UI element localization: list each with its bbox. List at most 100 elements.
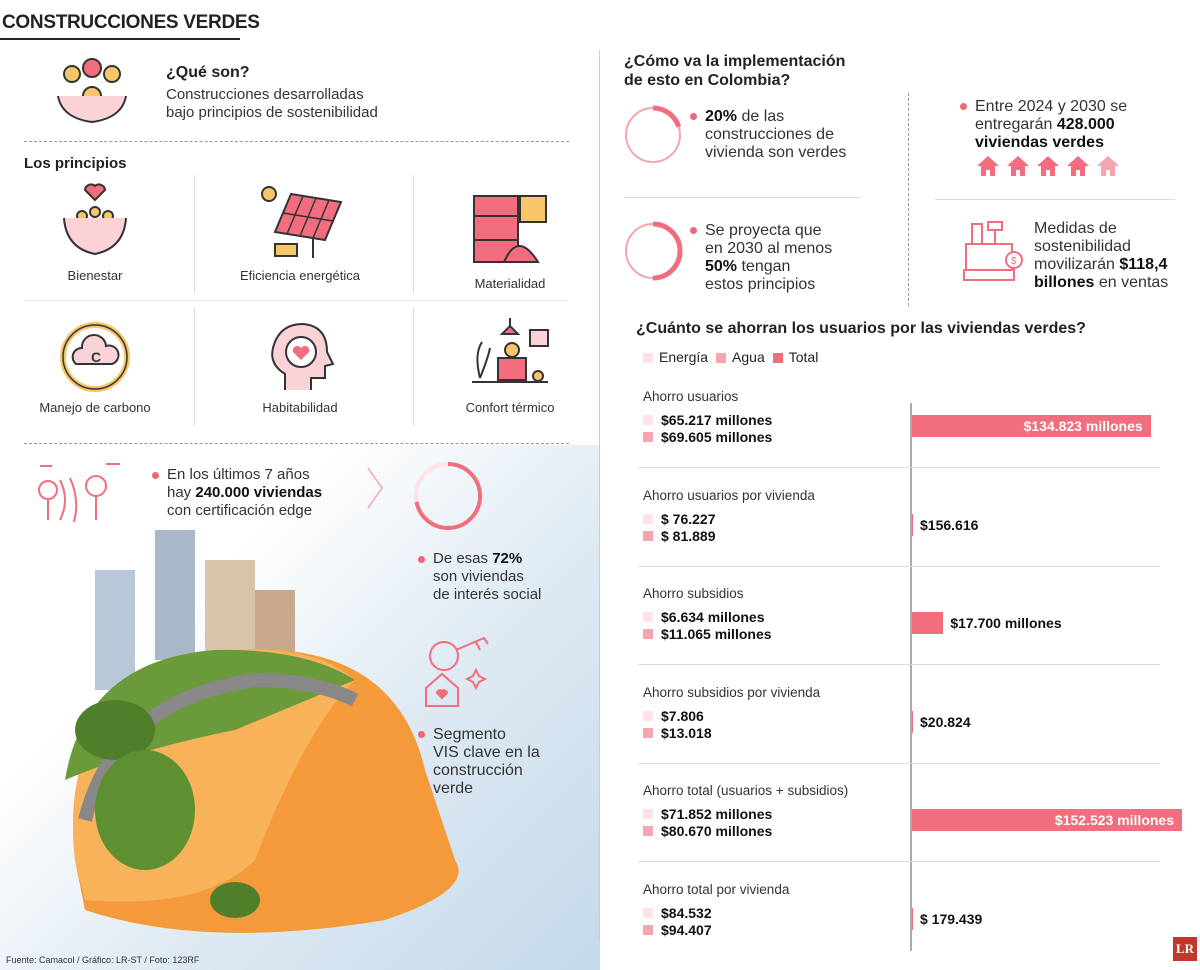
- bullet-dot: [418, 731, 425, 739]
- row-divider: [638, 467, 1160, 468]
- energia-swatch: [643, 907, 653, 918]
- edge-line-3: con certificación edge: [167, 502, 313, 519]
- energia-value: $7.806: [661, 707, 704, 724]
- house-icon: [1097, 156, 1119, 176]
- energia-value: $84.532: [661, 904, 712, 921]
- vis-pct: 72%: [492, 550, 523, 567]
- agua-value: $69.605 millones: [661, 429, 773, 445]
- donut-20-arc: [623, 105, 683, 165]
- pct-20: 20%: [705, 108, 738, 125]
- footer-credits: Fuente: Camacol / Gráfico: LR-ST / Foto:…: [6, 955, 200, 965]
- cash-register-icon: $: [963, 221, 1023, 281]
- viviendas-count: 428.000: [1056, 116, 1115, 133]
- row-category: Ahorro usuarios por vivienda: [643, 487, 815, 503]
- principle-label: Manejo de carbono: [39, 400, 151, 415]
- vis-line-2: son viviendas: [433, 568, 524, 585]
- s4-line-2: sostenibilidad: [1034, 238, 1131, 255]
- agua-value: $ 81.889: [661, 527, 716, 544]
- donut-50pct: [623, 221, 683, 281]
- chevron-right-icon: [367, 467, 383, 509]
- divider: [24, 443, 569, 444]
- chart-axis: [910, 403, 912, 951]
- bullet-dot: [690, 227, 697, 235]
- energia-value: $ 76.227: [661, 510, 716, 527]
- agua-swatch: [643, 432, 653, 442]
- head-heart-icon: [271, 322, 335, 390]
- page-title: CONSTRUCCIONES VERDES: [2, 12, 260, 33]
- s2-line-4: estos principios: [705, 276, 816, 293]
- trees-landscape-icon: [38, 463, 120, 522]
- donut-50-arc: [623, 221, 683, 281]
- lr-logo: LR: [1173, 937, 1197, 961]
- stat-viviendas: Entre 2024 y 2030 se entregarán 428.000 …: [960, 98, 1127, 152]
- energia-value: $6.634 millones: [661, 609, 765, 625]
- row-category: Ahorro usuarios: [643, 389, 739, 404]
- que-son-text-2: bajo principios de sostenibilidad: [166, 104, 378, 121]
- energia-swatch: [643, 513, 653, 524]
- agua-swatch: [643, 727, 653, 738]
- agua-value: $80.670 millones: [661, 823, 773, 839]
- ventas-amount: $118,4: [1119, 256, 1168, 273]
- s3-line-1: Entre 2024 y 2030 se: [975, 98, 1128, 115]
- bullet-dot: [418, 555, 425, 563]
- principle-materialidad: Materialidad: [445, 190, 575, 291]
- s1-line-2: construcciones de: [705, 126, 834, 143]
- total-label: $134.823 millones: [1023, 418, 1143, 434]
- s2-line-3: tengan: [737, 258, 791, 275]
- row-category: Ahorro total (usuarios + subsidios): [643, 783, 849, 798]
- total-bar: [912, 415, 1151, 437]
- total-label: $17.700 millones: [950, 615, 1062, 631]
- agua-swatch: [643, 924, 653, 935]
- svg-text:$: $: [1011, 256, 1017, 267]
- bullet-dot: [152, 471, 159, 479]
- house-key-icon: [425, 636, 489, 707]
- agua-swatch: [643, 629, 653, 639]
- colombia-heading-2: de esto en Colombia?: [624, 72, 791, 89]
- principle-habitabilidad: Habitabilidad: [235, 320, 365, 415]
- principle-label: Materialidad: [474, 276, 546, 291]
- materials-icon: [473, 195, 547, 263]
- hands-plant-icon: [57, 58, 127, 124]
- vis-line-3: de interés social: [433, 586, 542, 603]
- colombia-heading: ¿Cómo va la implementación de esto en Co…: [624, 52, 845, 90]
- grid-divider: [413, 308, 414, 426]
- bullet-dot: [960, 103, 967, 111]
- s4-line-4a: billones: [1034, 274, 1095, 291]
- s3-line-3: viviendas verdes: [975, 134, 1104, 151]
- total-label: $ 179.439: [920, 910, 983, 927]
- energia-value: $71.852 millones: [661, 806, 773, 822]
- row-category: Ahorro subsidios por vivienda: [643, 684, 821, 700]
- helmet-city-illustration: [65, 530, 459, 933]
- dashed-divider: [908, 93, 909, 306]
- row-divider: [638, 565, 1160, 567]
- grid-divider: [194, 175, 195, 293]
- house-icon: [1067, 156, 1089, 176]
- title-underline: [0, 38, 240, 40]
- edge-line-2a: hay: [167, 484, 196, 501]
- column-divider: [599, 50, 600, 940]
- energia-swatch: [643, 415, 653, 425]
- agua-swatch: [643, 826, 653, 836]
- principle-label: Confort térmico: [465, 400, 555, 415]
- legend-label: Total: [788, 349, 819, 365]
- principle-bienestar: Bienestar: [30, 182, 160, 283]
- energia-swatch: [643, 612, 653, 622]
- svg-text:C: C: [91, 349, 101, 365]
- total-label: $156.616: [920, 516, 979, 533]
- total-bar: [912, 513, 913, 536]
- principle-confort: Confort térmico: [445, 318, 575, 415]
- home-office-icon: [472, 318, 549, 383]
- total-bar: [912, 809, 1182, 831]
- house-icon: [1007, 156, 1029, 176]
- total-bar: [912, 710, 913, 733]
- agua-value: $11.065 millones: [661, 626, 772, 642]
- agua-swatch: [643, 530, 653, 541]
- s4-line-1: Medidas de: [1034, 220, 1117, 237]
- house-icon: [1037, 156, 1059, 176]
- grid-divider: [24, 300, 569, 301]
- principle-label: Bienestar: [67, 268, 123, 283]
- s2-line-1: Se proyecta que: [705, 222, 822, 239]
- houses-row: [977, 156, 1119, 176]
- grid-divider: [413, 175, 414, 293]
- segmento-line-2: VIS clave en la: [433, 744, 540, 761]
